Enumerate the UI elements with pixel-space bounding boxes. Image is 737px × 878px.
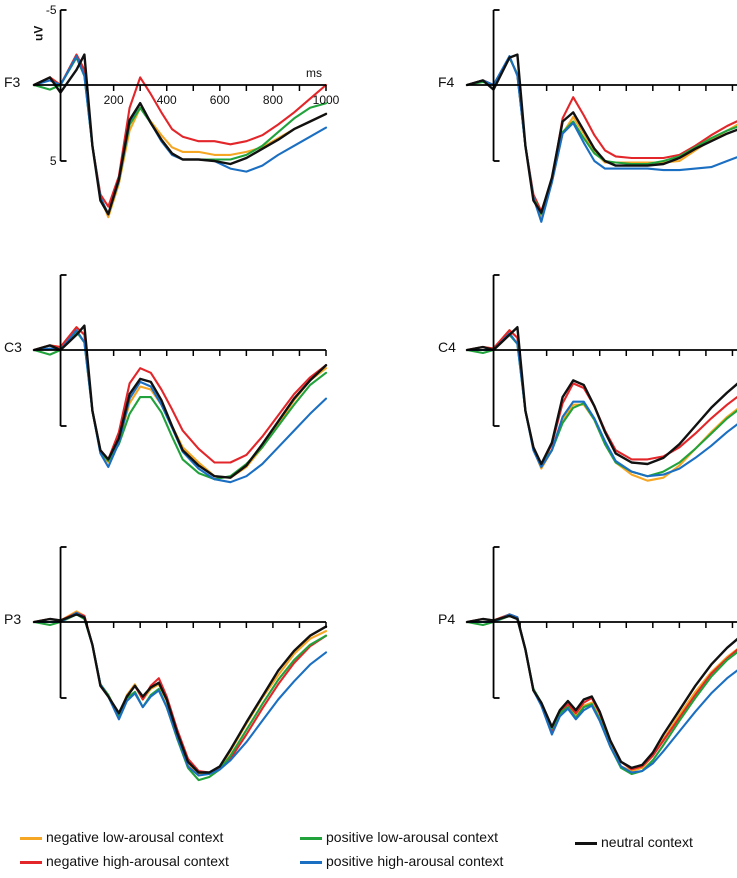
panel-f3: F3 -5 5 uV ms 200 400 600 800 1000 <box>4 3 340 219</box>
series-line-p3-neg-low <box>32 610 328 776</box>
series-line-p3-pos-high <box>32 611 328 777</box>
legend-label-pos-low: positive low-arousal context <box>326 829 498 845</box>
legend-item-neutral: neutral context <box>575 834 693 850</box>
x-tick-label-200: 200 <box>104 93 124 107</box>
y-unit-label: uV <box>32 26 46 41</box>
panel-f4: F4 <box>438 9 737 223</box>
series-line-c3-neg-high <box>32 326 328 464</box>
legend-item-pos-high: positive high-arousal context <box>300 853 503 869</box>
x-unit-label: ms <box>306 66 322 80</box>
series-line-c4-pos-high <box>465 332 737 478</box>
legend-swatch-neg-low <box>20 836 42 840</box>
legend-item-neg-low: negative low-arousal context <box>20 829 223 845</box>
panel-label-c4: C4 <box>438 339 456 355</box>
panel-label-p4: P4 <box>438 611 455 627</box>
legend-swatch-pos-low <box>300 836 322 840</box>
series-line-f4-neg-low <box>465 56 737 219</box>
series-line-f4-pos-high <box>465 55 737 223</box>
series-line-c4-neutral <box>465 326 737 466</box>
series-line-c4-pos-low <box>465 333 737 478</box>
y-tick-label-5: 5 <box>50 154 57 168</box>
series-line-p3-pos-low <box>32 613 328 782</box>
panel-p4: P4 <box>438 546 737 776</box>
series-line-f3-neg-high <box>32 53 328 208</box>
legend-label-neg-low: negative low-arousal context <box>46 829 224 845</box>
x-tick-label-400: 400 <box>157 93 177 107</box>
panel-label-f3: F3 <box>4 74 21 90</box>
panel-c3: C3 <box>4 274 328 484</box>
series-line-f4-neutral <box>465 53 737 214</box>
series-line-p4-pos-low <box>465 614 737 776</box>
panel-label-f4: F4 <box>438 74 455 90</box>
legend-label-pos-high: positive high-arousal context <box>326 853 504 869</box>
panel-label-p3: P3 <box>4 611 21 627</box>
x-tick-label-1000: 1000 <box>313 93 340 107</box>
legend-swatch-neutral <box>575 841 597 845</box>
series-line-c3-pos-high <box>32 329 328 484</box>
series-line-c3-pos-low <box>32 330 328 481</box>
legend-label-neutral: neutral context <box>601 834 693 850</box>
legend-swatch-pos-high <box>300 860 322 864</box>
legend-item-neg-high: negative high-arousal context <box>20 853 229 869</box>
y-tick-label-neg5: -5 <box>46 3 57 17</box>
panel-p3: P3 <box>4 546 328 782</box>
x-tick-label-600: 600 <box>210 93 230 107</box>
panel-label-c3: C3 <box>4 339 22 355</box>
series-line-c3-neutral <box>32 324 328 479</box>
legend-item-pos-low: positive low-arousal context <box>300 829 498 845</box>
panel-c4: C4 <box>438 274 737 482</box>
x-tick-label-800: 800 <box>263 93 283 107</box>
series-line-p4-neutral <box>465 614 737 770</box>
series-line-p4-neg-high <box>465 613 737 771</box>
series-line-f4-neg-high <box>465 56 737 213</box>
legend-swatch-neg-high <box>20 860 42 864</box>
series-line-f3-neutral <box>32 53 328 216</box>
legend-label-neg-high: negative high-arousal context <box>46 853 229 869</box>
series-line-f4-pos-low <box>465 56 737 216</box>
